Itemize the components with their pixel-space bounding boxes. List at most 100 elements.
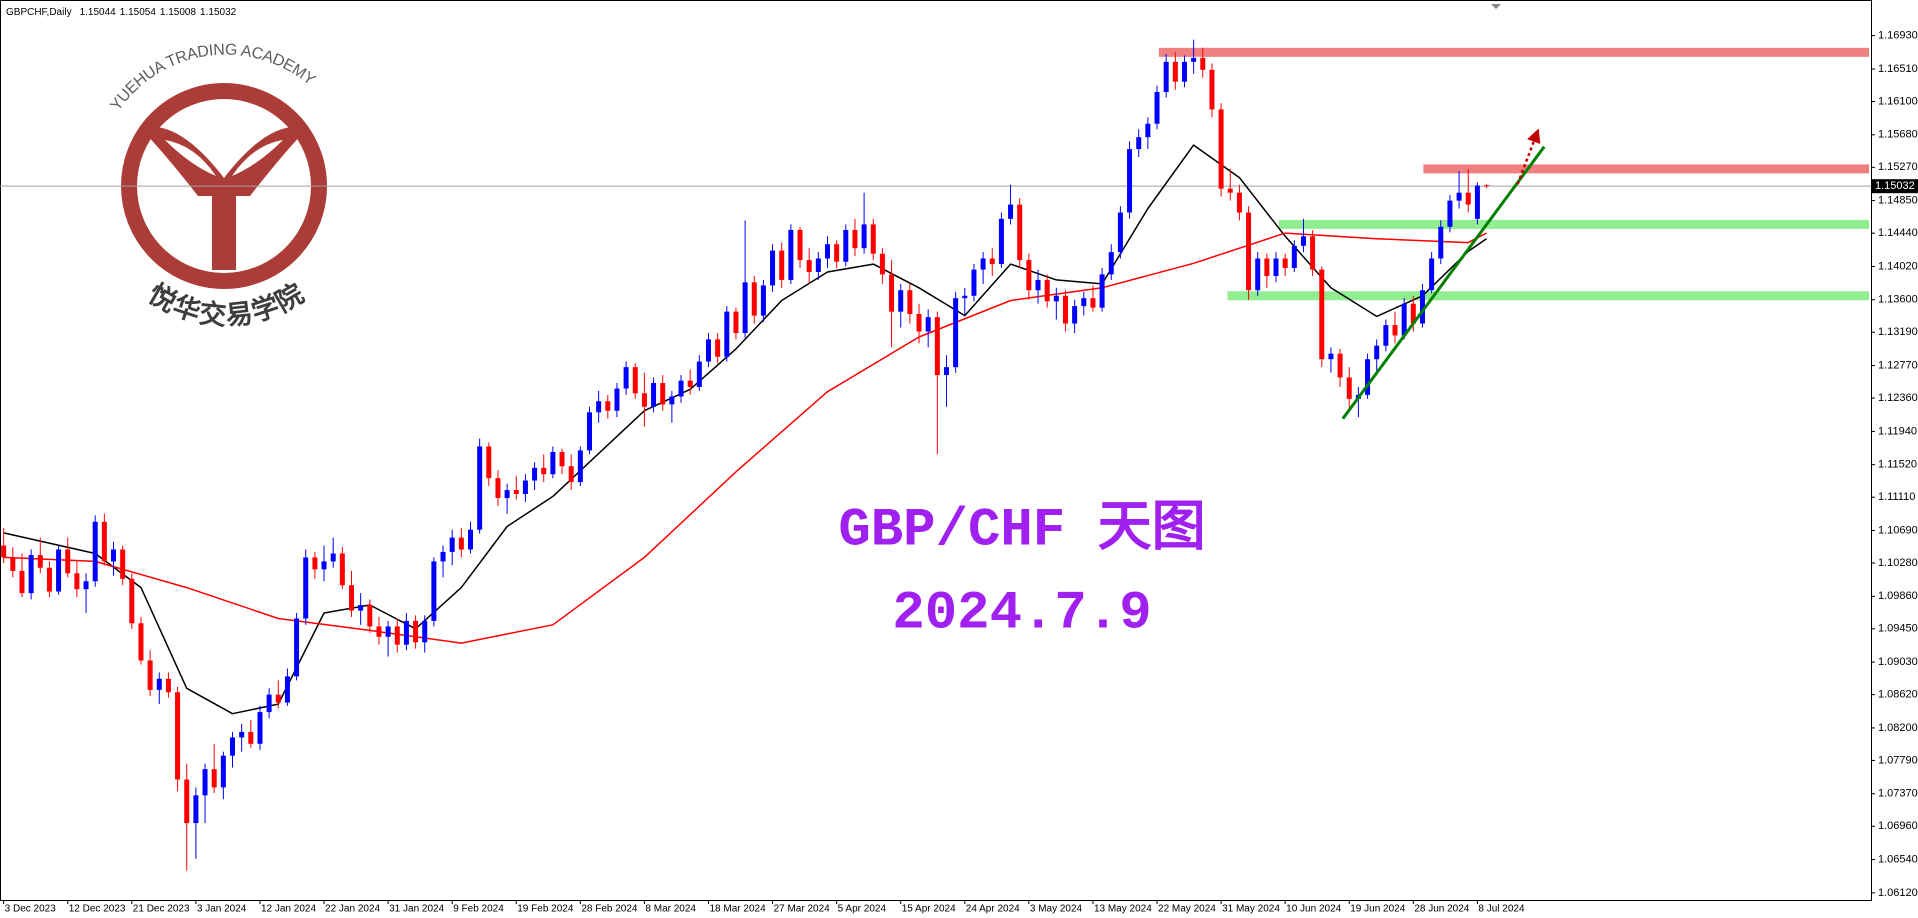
candle-body	[788, 229, 794, 280]
y-tick-label: 1.12360	[1878, 392, 1918, 404]
candle-body	[83, 581, 89, 590]
candle-body	[257, 712, 263, 744]
candle-body	[1062, 295, 1068, 324]
x-tick-label: 21 Dec 2023	[133, 904, 190, 915]
logo-stem	[212, 194, 236, 270]
y-tick-label: 1.09860	[1878, 590, 1918, 602]
candle-body	[1484, 185, 1490, 187]
y-tick-label: 1.14020	[1878, 260, 1918, 272]
candle-body	[1163, 61, 1169, 92]
logo-cup	[140, 126, 308, 196]
x-tick-label: 22 Jan 2024	[325, 904, 380, 915]
candle-body	[577, 450, 583, 483]
candle-body	[330, 553, 336, 562]
y-tick-label: 1.08200	[1878, 722, 1918, 734]
y-tick-label: 1.10280	[1878, 557, 1918, 569]
y-tick-label: 1.16510	[1878, 63, 1918, 75]
candle-body	[586, 412, 592, 451]
y-tick-label: 1.13600	[1878, 294, 1918, 306]
candle-body	[303, 557, 309, 619]
candle-body	[522, 480, 528, 495]
x-tick-label: 18 Mar 2024	[709, 904, 766, 915]
candle-body	[1117, 212, 1123, 253]
candle-body	[705, 339, 711, 362]
candle-body	[1035, 279, 1041, 291]
candle-body	[742, 282, 748, 334]
candle-body	[925, 317, 931, 332]
y-tick-label: 1.07370	[1878, 788, 1918, 800]
zone	[1278, 219, 1869, 229]
candle-body	[193, 795, 199, 824]
close: 1.15032	[200, 7, 237, 18]
candle-body	[1273, 258, 1279, 276]
candle-body	[1374, 345, 1380, 360]
candle-body	[220, 755, 226, 788]
candle-body	[1300, 236, 1306, 246]
candle-body	[678, 380, 684, 397]
candle-body	[1246, 212, 1252, 291]
candle-body	[1456, 192, 1462, 201]
candle-body	[824, 244, 830, 259]
x-tick-label: 9 Feb 2024	[453, 904, 504, 915]
candle-body	[1328, 353, 1334, 360]
zone	[1423, 164, 1869, 174]
y-tick-label: 1.09450	[1878, 623, 1918, 635]
x-tick-label: 28 Feb 2024	[581, 904, 638, 915]
candle-body	[413, 620, 419, 643]
y-tick-label: 1.06540	[1878, 853, 1918, 865]
annotation-date: 2024.7.9	[892, 583, 1151, 644]
candle-body	[376, 626, 382, 637]
candle-body	[422, 620, 428, 643]
annotation-title: GBP/CHF 天图	[838, 499, 1205, 561]
x-tick-label: 5 Apr 2024	[838, 904, 887, 915]
x-tick-label: 19 Jun 2024	[1350, 904, 1405, 915]
candle-body	[770, 250, 776, 286]
moving-average	[3, 232, 1487, 644]
trendline	[1341, 145, 1546, 420]
candle-body	[1090, 298, 1096, 308]
y-tick-label: 1.15680	[1878, 129, 1918, 141]
candle-body	[1145, 123, 1151, 138]
candle-body	[348, 585, 354, 611]
candle-body	[28, 555, 34, 594]
candle-body	[1127, 149, 1133, 213]
candle-body	[1200, 57, 1206, 70]
candle-body	[953, 298, 959, 368]
candle-body	[815, 258, 821, 272]
candle-body	[696, 361, 702, 387]
candle-body	[1081, 298, 1087, 307]
x-tick-label: 31 Jan 2024	[389, 904, 444, 915]
candle-body	[568, 466, 574, 483]
candle-body	[1337, 353, 1343, 378]
candle-body	[916, 314, 922, 332]
candle-body	[339, 553, 345, 586]
candle-body	[980, 258, 986, 270]
candle-body	[403, 620, 409, 645]
candle-body	[312, 557, 318, 570]
candle-body	[907, 290, 913, 315]
price-box	[1872, 179, 1918, 194]
candle-body	[1181, 61, 1187, 82]
y-tick-label: 1.11940	[1878, 425, 1917, 437]
y-tick-label: 1.14440	[1878, 227, 1918, 239]
x-tick-label: 22 May 2024	[1158, 904, 1216, 915]
candle-body	[156, 678, 162, 690]
candle-body	[733, 311, 739, 334]
candle-body	[1218, 109, 1224, 189]
y-tick-label: 1.14850	[1878, 195, 1918, 207]
candle-body	[1264, 258, 1270, 276]
candle-body	[541, 467, 547, 475]
y-tick-label: 1.07790	[1878, 754, 1918, 766]
candle-body	[202, 769, 208, 796]
candle-body	[19, 570, 25, 594]
candle-body	[1474, 185, 1480, 219]
candle-body	[806, 260, 812, 272]
candle-body	[513, 490, 519, 495]
candle-body	[641, 393, 647, 407]
candle-body	[1154, 91, 1160, 124]
candle-body	[321, 561, 327, 570]
candle-body	[1227, 188, 1233, 193]
moving-average	[3, 144, 1487, 715]
y-tick-label: 1.11110	[1878, 491, 1915, 503]
x-tick-label: 27 Mar 2024	[774, 904, 831, 915]
